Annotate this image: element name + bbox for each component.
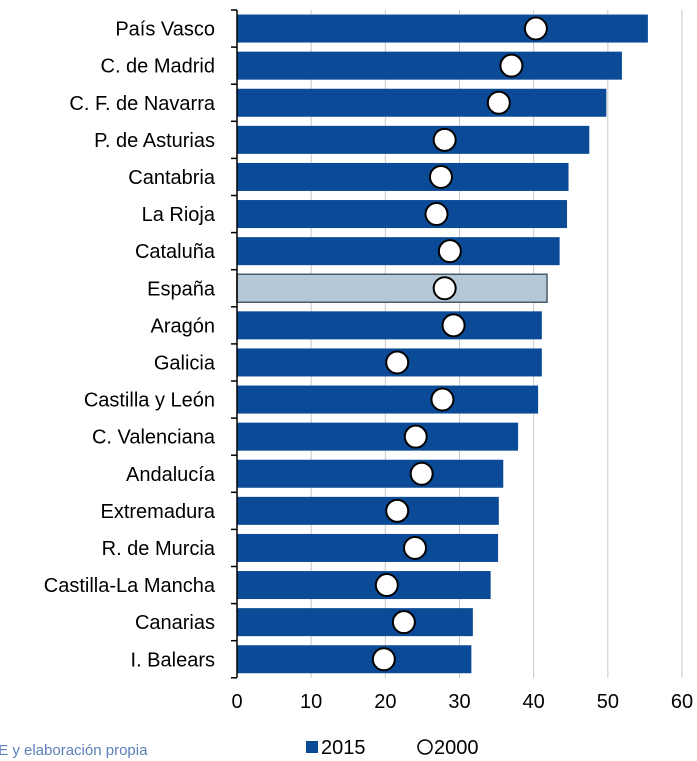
category-label: La Rioja: [142, 204, 216, 226]
marker-2000: [403, 535, 427, 560]
category-label: C. Valenciana: [92, 427, 216, 449]
category-label: C. F. de Navarra: [69, 93, 215, 115]
category-label: País Vasco: [115, 19, 215, 41]
bar-2015: [237, 51, 622, 80]
marker-2000: [523, 16, 548, 41]
marker-2000: [409, 461, 434, 486]
bar-2015-highlight: [236, 273, 548, 303]
category-label: Castilla y León: [84, 390, 215, 412]
category-label: P. de Asturias: [94, 130, 215, 152]
bar-2015: [237, 14, 648, 43]
marker-2000: [385, 350, 410, 375]
x-tick-label: 0: [231, 691, 242, 713]
marker-2000: [385, 498, 410, 523]
axes: [231, 9, 238, 679]
marker-2000: [430, 387, 455, 412]
bar-2015: [237, 88, 607, 117]
category-label: Andalucía: [126, 464, 216, 486]
x-tick-label: 10: [300, 691, 322, 713]
bar-2015: [237, 385, 539, 414]
category-label: Aragón: [151, 315, 216, 337]
x-tick-label: 30: [448, 691, 470, 713]
category-label: I. Balears: [131, 649, 215, 671]
bar-2015: [237, 125, 590, 154]
bar-2015: [237, 571, 491, 600]
marker-2000: [403, 424, 428, 449]
source-note: IE y elaboración propia: [0, 742, 148, 759]
bar-2015: [237, 496, 499, 525]
legend-label-2015: 2015: [321, 737, 366, 759]
marker-2000: [441, 313, 466, 338]
marker-2000: [424, 202, 449, 227]
category-label: Galicia: [154, 352, 216, 374]
bars-2015: [236, 14, 648, 674]
grid-lines: [310, 10, 683, 678]
bar-2015: [237, 162, 569, 191]
x-tick-label: 20: [374, 691, 396, 713]
marker-2000: [432, 127, 457, 152]
bar-2015: [237, 645, 472, 674]
category-label: R. de Murcia: [102, 538, 216, 560]
category-label: Castilla-La Mancha: [44, 575, 216, 597]
marker-2000: [437, 239, 462, 264]
x-tick-label: 40: [523, 691, 545, 713]
marker-2000: [428, 164, 453, 189]
marker-2000: [374, 573, 399, 598]
x-tick-label: 60: [671, 691, 693, 713]
bar-2015: [237, 237, 560, 266]
markers-2000: [371, 16, 548, 672]
bar-2015: [237, 459, 504, 488]
category-label: Extremadura: [101, 501, 216, 523]
legend: 2015 2000: [306, 737, 479, 759]
marker-2000: [371, 647, 396, 672]
legend-marker-2000: [417, 739, 433, 755]
x-tick-labels: 0 10 20 30 40 50 60: [231, 691, 693, 713]
category-label: Cataluña: [135, 241, 216, 263]
bar-2015: [237, 200, 568, 229]
marker-2000: [432, 276, 457, 301]
legend-swatch-2015: [306, 741, 318, 753]
category-label: C. de Madrid: [101, 56, 216, 78]
category-label: España: [147, 278, 216, 300]
bar-2015: [237, 422, 519, 451]
marker-2000: [486, 90, 511, 115]
bar-2015: [237, 608, 473, 637]
x-tick-label: 50: [597, 691, 619, 713]
category-labels: País Vasco C. de Madrid C. F. de Navarra P.…: [44, 19, 216, 672]
marker-2000: [499, 53, 524, 78]
legend-label-2000: 2000: [434, 737, 479, 759]
bar-2015: [237, 311, 542, 340]
marker-2000: [391, 610, 416, 635]
bar-2015: [237, 533, 499, 562]
category-label: Canarias: [135, 612, 215, 634]
category-label: Cantabria: [128, 167, 216, 189]
